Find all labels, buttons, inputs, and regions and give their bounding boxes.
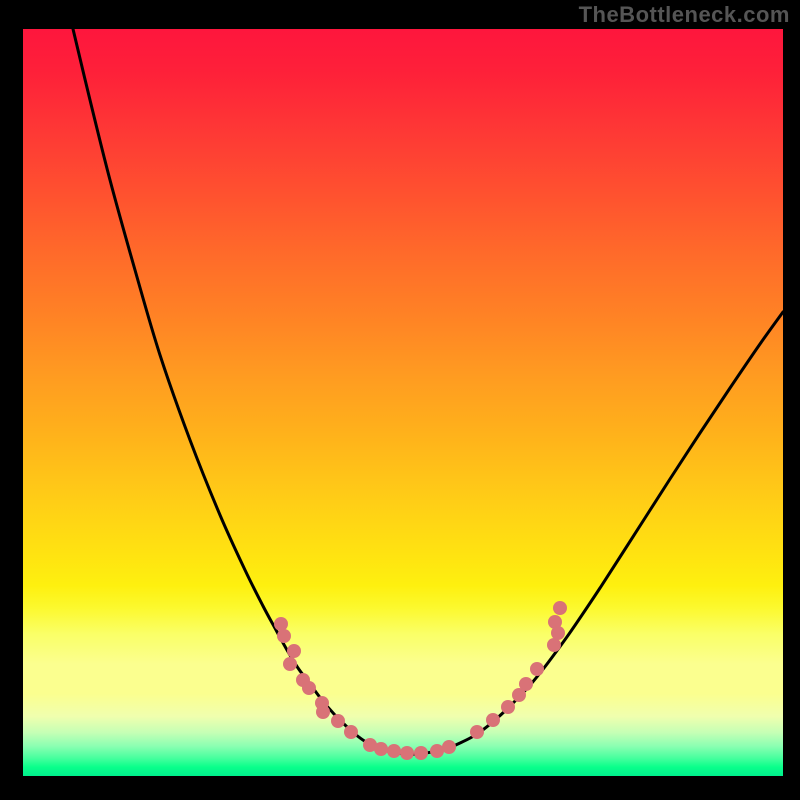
gradient-panel xyxy=(23,29,783,776)
data-dot xyxy=(283,657,297,671)
data-dot xyxy=(331,714,345,728)
data-dot xyxy=(442,740,456,754)
data-dot xyxy=(344,725,358,739)
data-dot xyxy=(486,713,500,727)
data-dot xyxy=(287,644,301,658)
data-dot xyxy=(374,742,388,756)
data-dot xyxy=(302,681,316,695)
data-dot xyxy=(387,744,401,758)
data-dot xyxy=(519,677,533,691)
data-dot xyxy=(274,617,288,631)
data-dot xyxy=(316,705,330,719)
chart-svg xyxy=(0,0,800,800)
data-dot xyxy=(277,629,291,643)
data-dot xyxy=(553,601,567,615)
data-dot xyxy=(400,746,414,760)
data-dot xyxy=(414,746,428,760)
watermark-text: TheBottleneck.com xyxy=(579,2,790,28)
data-dot xyxy=(551,626,565,640)
data-dot xyxy=(430,744,444,758)
figure-root: TheBottleneck.com xyxy=(0,0,800,800)
data-dot xyxy=(470,725,484,739)
data-dot xyxy=(501,700,515,714)
data-dot xyxy=(530,662,544,676)
data-dot xyxy=(547,638,561,652)
